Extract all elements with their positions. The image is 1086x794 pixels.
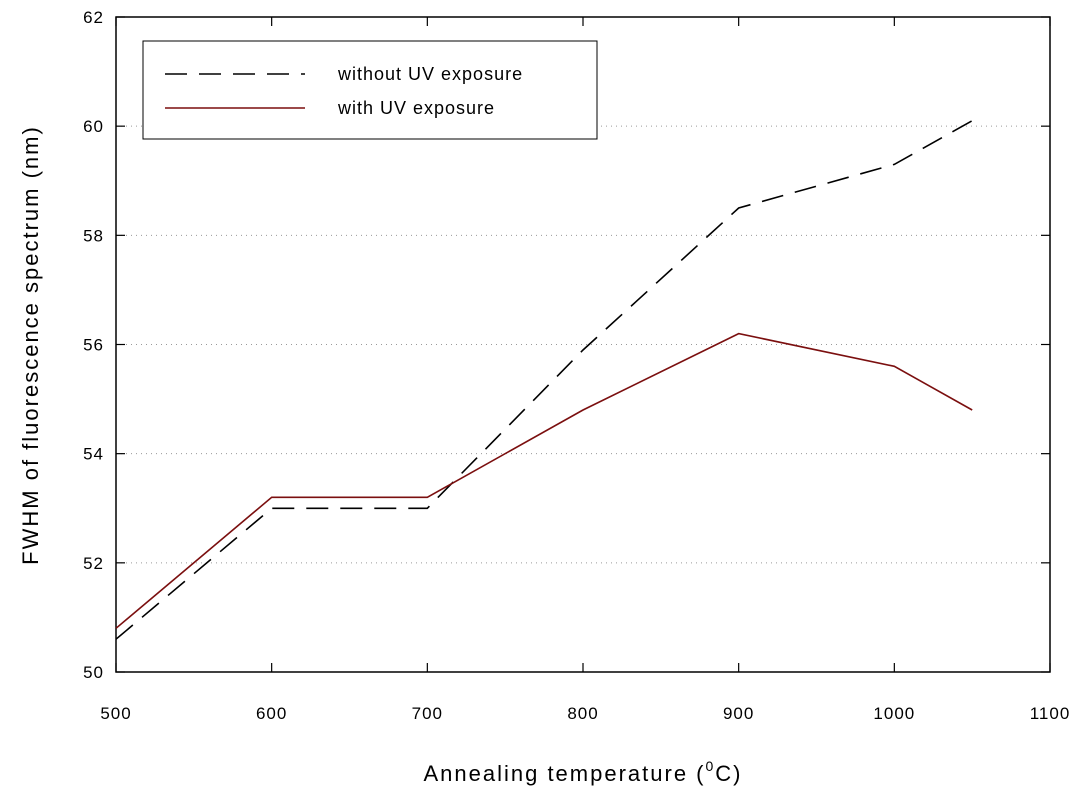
grid-lines — [116, 125, 1050, 564]
y-tick-label: 58 — [83, 226, 104, 245]
y-tick-label: 50 — [83, 663, 104, 682]
x-axis-title-superscript: 0 — [706, 758, 716, 774]
legend-label-without-uv: without UV exposure — [337, 64, 523, 84]
x-tick-label: 1000 — [873, 704, 915, 723]
x-tick-label: 700 — [412, 704, 443, 723]
series-layer — [115, 120, 973, 640]
legend-label-with-uv: with UV exposure — [337, 98, 495, 118]
x-tick-label: 1100 — [1030, 704, 1071, 723]
series-line-without-uv — [115, 120, 973, 640]
x-tick-label: 600 — [256, 704, 287, 723]
legend-box — [142, 40, 598, 140]
y-tick-label: 56 — [83, 336, 104, 355]
y-tick-label: 62 — [83, 8, 104, 27]
y-tick-label: 60 — [83, 117, 104, 136]
x-axis-title: Annealing temperature (0C) — [423, 758, 742, 786]
x-tick-label: 900 — [723, 704, 754, 723]
x-tick-label: 500 — [100, 704, 131, 723]
y-axis-title: FWHM of fluorescence spectrum (nm) — [18, 125, 43, 565]
x-axis-title-end: C) — [715, 761, 742, 786]
x-axis-title-main: Annealing temperature ( — [423, 761, 705, 786]
axis-ticks: 50 52 54 56 58 60 62 500 600 700 800 900 1000 1100 — [83, 8, 1071, 723]
series-line-with-uv — [115, 332, 973, 629]
y-tick-label: 54 — [83, 445, 104, 464]
legend: without UV exposure with UV exposure — [142, 40, 598, 140]
x-tick-label: 800 — [567, 704, 598, 723]
y-tick-label: 52 — [83, 554, 104, 573]
